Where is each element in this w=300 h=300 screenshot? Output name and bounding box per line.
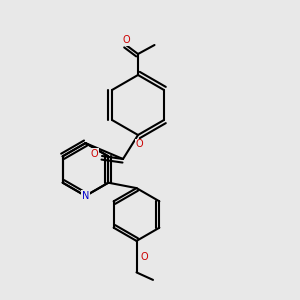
Text: O: O	[122, 35, 130, 46]
Text: O: O	[136, 139, 143, 149]
Text: O: O	[140, 252, 148, 262]
Text: N: N	[82, 191, 89, 201]
Text: O: O	[91, 148, 98, 159]
